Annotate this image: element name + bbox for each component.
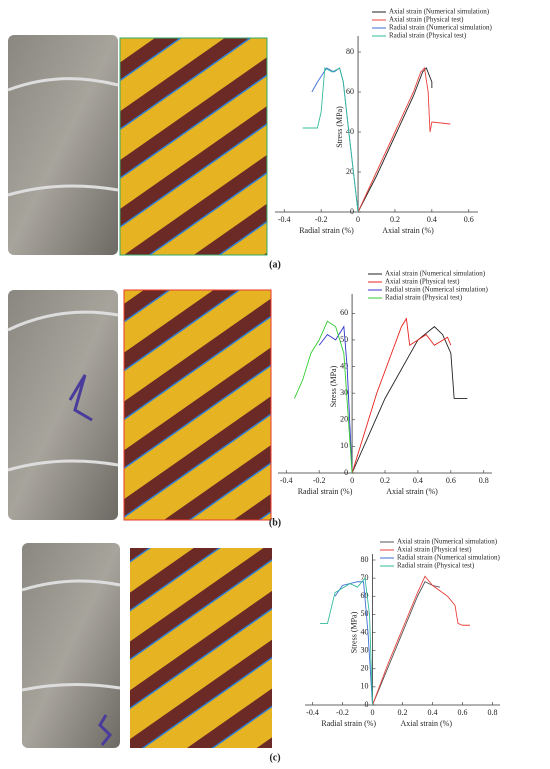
data-line: [372, 581, 441, 706]
x-axis-label: Radial strain (%): [298, 487, 353, 496]
data-line: [318, 325, 353, 474]
y-tick-label: 20: [361, 664, 369, 673]
x-tick-label: -0.4: [278, 215, 291, 224]
data-line: [351, 317, 452, 474]
data-line: [294, 320, 353, 474]
x-axis-label: Radial strain (%): [299, 226, 354, 235]
x-tick-label: 0.6: [464, 215, 474, 224]
x-tick-label: -0.4: [306, 708, 319, 717]
x-axis-label: Axial strain (%): [382, 226, 434, 235]
simulation-image: [130, 548, 272, 748]
y-tick-label: 10: [340, 441, 348, 450]
y-tick-label: 30: [340, 388, 348, 397]
y-tick-label: 40: [340, 361, 348, 370]
x-tick-label: 0.8: [488, 708, 498, 717]
y-tick-label: 60: [340, 308, 348, 317]
legend-label: Radial strain (Physical test): [389, 32, 467, 40]
y-tick-label: 40: [346, 127, 354, 136]
legend-label: Axial strain (Numerical simulation): [397, 538, 498, 546]
x-tick-label: -0.2: [313, 476, 326, 485]
x-axis-label: Radial strain (%): [321, 719, 376, 728]
simulation-image: [123, 289, 272, 521]
y-tick-label: 70: [361, 573, 369, 582]
legend-label: Radial strain (Numerical simulation): [385, 286, 489, 294]
legend-label: Axial strain (Physical test): [389, 16, 464, 24]
x-tick-label: -0.4: [280, 476, 293, 485]
legend-label: Radial strain (Numerical simulation): [389, 24, 493, 32]
data-line: [351, 326, 468, 474]
y-tick-label: 80: [361, 555, 369, 564]
x-tick-label: 0: [371, 708, 375, 717]
legend-label: Axial strain (Numerical simulation): [385, 270, 486, 278]
legend-label: Axial strain (Physical test): [385, 278, 460, 286]
data-line: [357, 67, 451, 213]
data-line: [357, 67, 433, 213]
y-tick-label: 40: [361, 627, 369, 636]
legend-label: Axial strain (Physical test): [397, 546, 472, 554]
legend-label: Radial strain (Physical test): [385, 294, 463, 302]
x-tick-label: 0.4: [428, 708, 438, 717]
rock-photo: [8, 35, 118, 255]
y-tick-label: 0: [365, 700, 369, 709]
y-tick-label: 50: [361, 609, 369, 618]
x-tick-label: 0.2: [390, 215, 400, 224]
x-tick-label: 0: [356, 215, 360, 224]
panel-label: (a): [269, 259, 281, 270]
y-tick-label: 30: [361, 645, 369, 654]
panel-label: (c): [269, 752, 280, 763]
x-axis-label: Axial strain (%): [400, 719, 452, 728]
x-tick-label: 0.2: [380, 476, 390, 485]
data-line: [334, 581, 373, 706]
x-tick-label: 0.6: [446, 476, 456, 485]
x-tick-label: -0.2: [315, 215, 328, 224]
x-tick-label: 0.6: [458, 708, 468, 717]
legend-label: Radial strain (Numerical simulation): [397, 554, 501, 562]
y-axis-label: Stress (MPa): [335, 106, 344, 148]
y-tick-label: 20: [340, 415, 348, 424]
panel-label: (b): [269, 517, 281, 528]
x-tick-label: 0.2: [398, 708, 408, 717]
y-tick-label: 0: [344, 468, 348, 477]
specimen-images: [7, 35, 272, 748]
y-axis-label: Stress (MPa): [349, 611, 358, 653]
y-tick-label: 80: [346, 47, 354, 56]
x-tick-label: 0: [350, 476, 354, 485]
y-tick-label: 0: [350, 207, 354, 216]
x-tick-label: -0.2: [336, 708, 349, 717]
rock-photo: [22, 543, 120, 748]
simulation-image: [119, 37, 268, 256]
y-tick-label: 10: [361, 682, 369, 691]
x-tick-label: 0.8: [479, 476, 489, 485]
data-line: [372, 575, 470, 706]
y-tick-label: 60: [346, 87, 354, 96]
y-axis-label: Stress (MPa): [329, 365, 338, 407]
legend-label: Axial strain (Numerical simulation): [389, 8, 490, 16]
data-line: [320, 577, 373, 706]
y-tick-label: 50: [340, 335, 348, 344]
x-tick-label: 0.4: [427, 215, 437, 224]
data-line: [302, 67, 359, 213]
x-axis-label: Axial strain (%): [386, 487, 438, 496]
y-tick-label: 20: [346, 167, 354, 176]
legend-label: Radial strain (Physical test): [397, 562, 475, 570]
x-tick-label: 0.4: [413, 476, 423, 485]
